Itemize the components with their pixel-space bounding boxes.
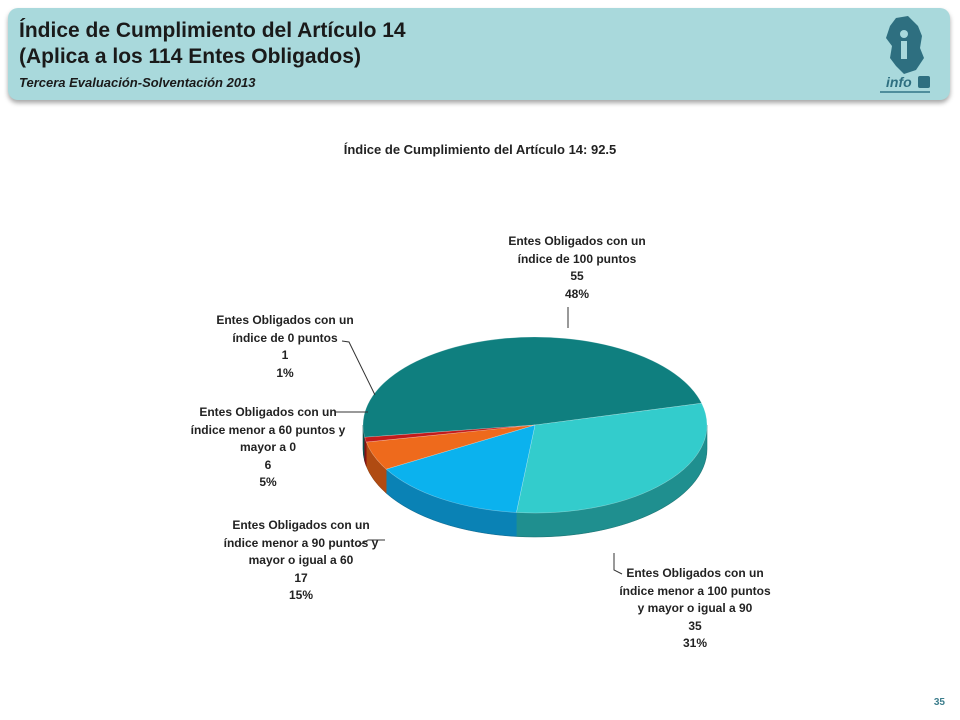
infodf-logo-icon: info — [880, 16, 930, 93]
slice-label-5: Entes Obligados con un índice de 0 puntos… — [175, 312, 395, 382]
slice-label-text: y mayor o igual a 90 — [637, 601, 753, 615]
leader-line-3 — [357, 539, 385, 547]
slice-label-4: Entes Obligados con un índice menor a 60 … — [158, 404, 378, 492]
slice-label-text: índice menor a 100 puntos — [619, 583, 771, 598]
slice-label-3: Entes Obligados con un índice menor a 90 … — [191, 517, 411, 605]
slice-percent: 5% — [259, 475, 277, 489]
pie-slice-3 — [385, 424, 536, 513]
leader-line-2 — [613, 553, 623, 575]
slice-value: 17 — [294, 570, 308, 585]
slice-label-text: índice de 100 puntos — [517, 251, 637, 266]
slice-label-1: Entes Obligados con un índice de 100 punt… — [467, 233, 687, 303]
page-title-line2: (Aplica a los 114 Entes Obligados) — [19, 45, 361, 68]
pie-rim — [362, 425, 708, 538]
slice-percent: 31% — [682, 636, 708, 650]
slice-label-text: Entes Obligados con un — [232, 518, 370, 532]
slice-value: 6 — [264, 457, 272, 472]
slice-label-text: Entes Obligados con un — [626, 566, 764, 580]
slice-label-2: Entes Obligados con un índice menor a 100… — [585, 565, 805, 653]
leader-line-5 — [341, 340, 376, 396]
slice-percent: 1% — [276, 365, 294, 380]
slice-label-text: mayor o igual a 60 — [248, 553, 354, 567]
pie-slice-1 — [362, 336, 703, 438]
slice-percent: 48% — [564, 286, 590, 301]
page-title-line1: Índice de Cumplimiento del Artículo 14 — [19, 19, 406, 42]
slice-label-text: Entes Obligados con un — [199, 405, 337, 419]
slice-label-text: índice menor a 60 puntos y — [190, 422, 346, 437]
slice-label-text: Entes Obligados con un — [216, 313, 354, 327]
slice-value: 1 — [281, 348, 289, 362]
logo-text: info — [886, 74, 912, 90]
pie-slice-2 — [516, 402, 708, 514]
header-banner: Índice de Cumplimiento del Artículo 14 (… — [8, 8, 950, 100]
slice-label-text: índice menor a 90 puntos y — [223, 535, 379, 550]
slice-label-text: Entes Obligados con un — [508, 234, 646, 248]
slice-percent: 15% — [288, 588, 314, 602]
slice-label-text: índice de 0 puntos — [232, 330, 338, 345]
pie-slice-4 — [365, 424, 536, 470]
slice-value: 55 — [570, 269, 584, 283]
pie-slice-5 — [364, 424, 536, 443]
page-number: 35 — [933, 697, 945, 708]
page-subtitle: Tercera Evaluación-Solventación 2013 — [19, 75, 256, 90]
slice-value: 35 — [688, 618, 702, 633]
slice-label-text: mayor a 0 — [239, 440, 297, 454]
chart-title: Índice de Cumplimiento del Artículo 14: … — [343, 142, 617, 157]
